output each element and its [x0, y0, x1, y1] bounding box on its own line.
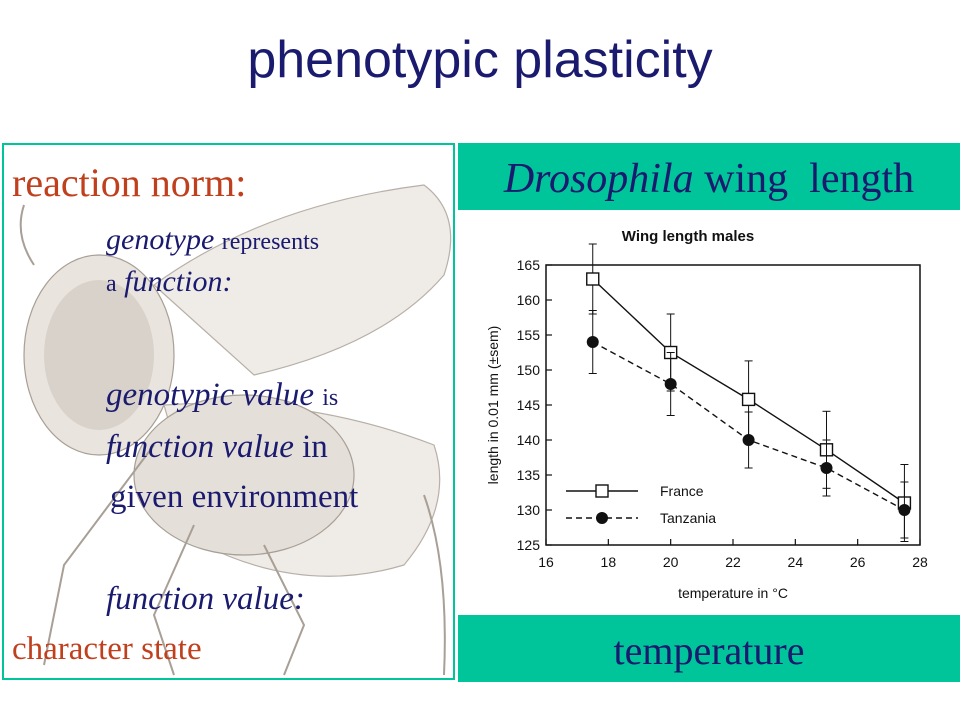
- character-state: character state: [12, 631, 202, 667]
- reaction-norm-panel: reaction norm: genotype represents a fun…: [2, 143, 455, 680]
- genotype-line: genotype represents: [106, 223, 319, 257]
- data-point-france: [741, 392, 756, 407]
- y-tick-label: 130: [517, 502, 541, 518]
- x-ticks: 16 18 20 22 24 26 28: [538, 539, 928, 570]
- drosophila-word: Drosophila: [503, 156, 694, 202]
- function-word: function:: [124, 265, 233, 298]
- drosophila-header: Drosophila wing length: [458, 143, 960, 210]
- x-tick-label: 26: [850, 554, 866, 570]
- given-environment: given environment: [110, 479, 359, 515]
- chart-svg: Wing length males 1251301351401451501551…: [485, 228, 928, 601]
- y-tick-label: 135: [517, 467, 541, 483]
- data-point-france: [586, 272, 600, 286]
- y-tick-label: 145: [517, 397, 541, 413]
- chart-legend: France Tanzania: [566, 483, 716, 526]
- legend-marker-france: [595, 484, 609, 498]
- x-tick-label: 20: [663, 554, 679, 570]
- in-word: in: [302, 429, 328, 465]
- data-point-tanzania: [742, 434, 755, 446]
- is-word: is: [322, 385, 339, 411]
- x-tick-label: 16: [538, 554, 554, 570]
- x-tick-label: 24: [788, 554, 804, 570]
- series-layer: [586, 243, 912, 542]
- y-tick-label: 150: [517, 362, 541, 378]
- x-tick-label: 22: [725, 554, 741, 570]
- a-word: a: [106, 271, 117, 297]
- y-tick-label: 155: [517, 327, 541, 343]
- data-point-tanzania: [586, 336, 599, 348]
- function-line: a function:: [106, 265, 232, 299]
- y-tick-label: 160: [517, 292, 541, 308]
- plot-frame: [545, 264, 921, 546]
- y-tick-label: 125: [517, 537, 541, 553]
- function-value-line: function value in: [106, 429, 328, 466]
- genotype-word: genotype: [106, 223, 215, 256]
- wing-length-chart: Wing length males 125 130 135 140 145 150 155 1…: [458, 210, 960, 615]
- genotypic-value-line: genotypic value is: [106, 377, 338, 414]
- function-value: function value: [106, 429, 294, 465]
- temperature-footer: temperature: [458, 615, 960, 682]
- fly-illustration: [19, 184, 452, 676]
- chart-title: Wing length males: [622, 228, 754, 245]
- data-point-tanzania: [664, 378, 677, 390]
- y-axis-label: length in 0.01 mm (±sem): [485, 326, 501, 485]
- y-tick-label: 140: [517, 432, 541, 448]
- drosophila-header-text: Drosophila wing length: [458, 155, 960, 203]
- x-axis-label: temperature in °C: [678, 585, 788, 601]
- temperature-footer-text: temperature: [613, 628, 805, 673]
- function-value-label: function value:: [106, 581, 305, 617]
- legend-label-france: France: [660, 483, 704, 499]
- slide-title: phenotypic plasticity: [247, 31, 713, 89]
- legend-label-tanzania: Tanzania: [660, 510, 716, 526]
- y-ticks: 125 130 135 140 145 150 155 160 165: [517, 257, 552, 553]
- x-tick-label: 28: [912, 554, 928, 570]
- reaction-norm-heading: reaction norm:: [12, 160, 247, 205]
- wing-length-word: wing length: [704, 156, 915, 202]
- y-tick-label: 165: [517, 257, 541, 273]
- data-point-tanzania: [820, 462, 833, 474]
- legend-marker-tanzania: [596, 512, 608, 524]
- data-point-tanzania: [898, 504, 911, 516]
- genotypic-value: genotypic value: [106, 377, 314, 413]
- represents-word: represents: [221, 229, 320, 255]
- x-tick-label: 18: [601, 554, 617, 570]
